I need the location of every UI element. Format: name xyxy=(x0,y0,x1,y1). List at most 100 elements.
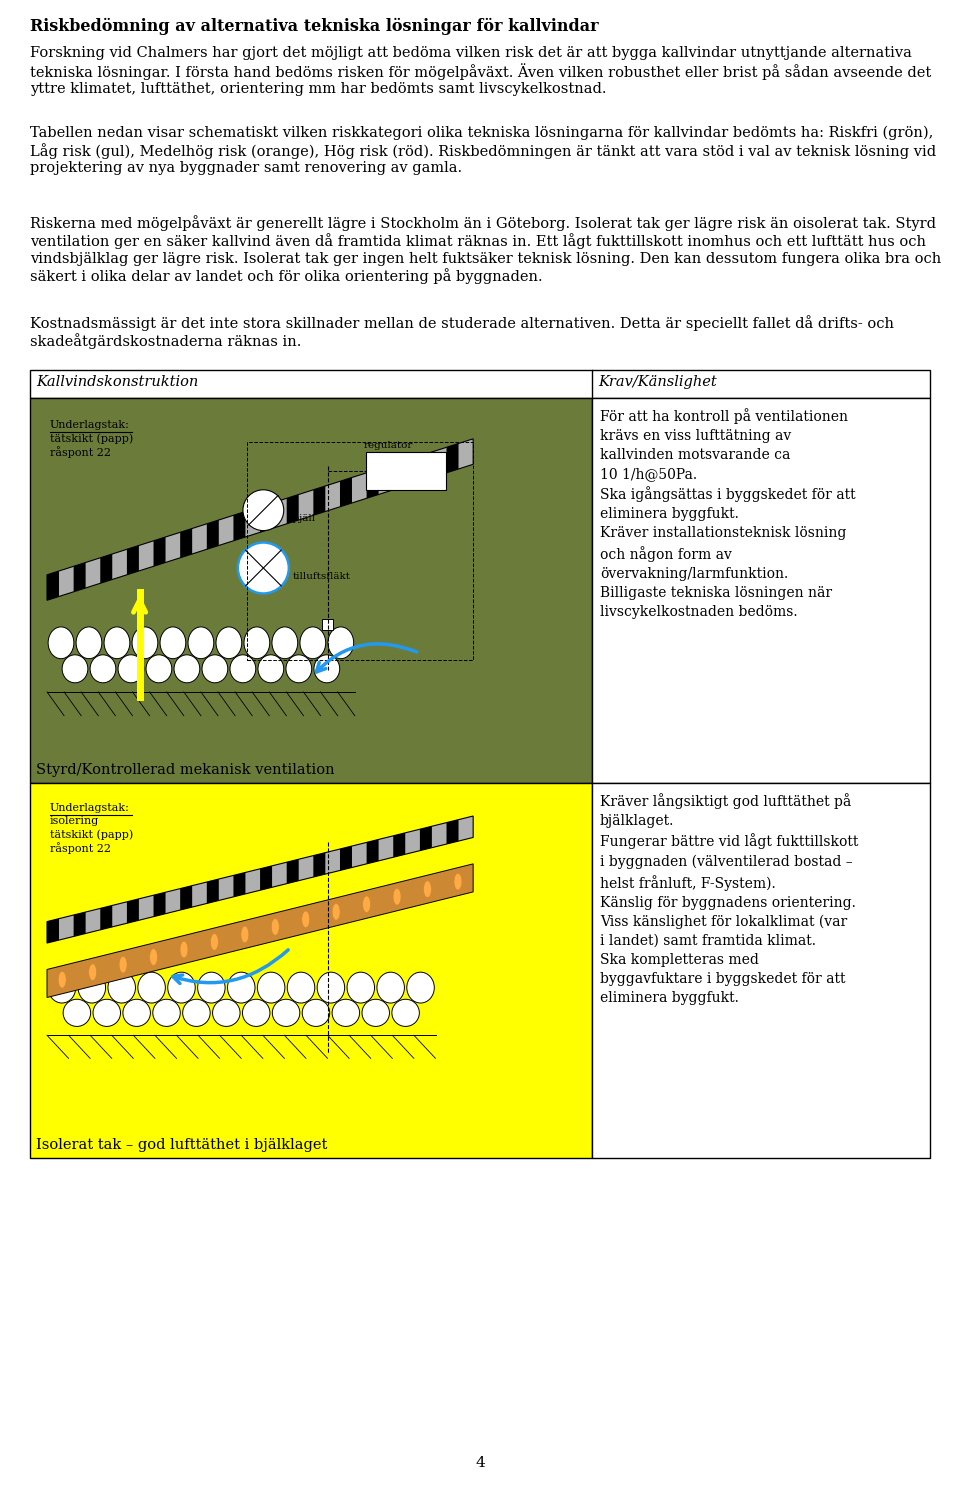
Ellipse shape xyxy=(377,973,404,1003)
Polygon shape xyxy=(420,453,432,481)
Text: 4: 4 xyxy=(475,1456,485,1471)
Polygon shape xyxy=(287,859,299,883)
Ellipse shape xyxy=(243,1000,270,1027)
Polygon shape xyxy=(420,826,432,850)
Bar xyxy=(592,782,930,1159)
Circle shape xyxy=(243,490,284,531)
Text: Riskbedömning av alternativa tekniska lösningar för kallvindar: Riskbedömning av alternativa tekniska lö… xyxy=(30,18,599,34)
Polygon shape xyxy=(180,529,192,558)
Ellipse shape xyxy=(241,926,249,943)
Ellipse shape xyxy=(63,1000,90,1027)
Ellipse shape xyxy=(407,973,434,1003)
Polygon shape xyxy=(206,520,219,549)
Ellipse shape xyxy=(88,964,97,980)
Circle shape xyxy=(238,543,289,594)
Ellipse shape xyxy=(272,627,298,658)
Ellipse shape xyxy=(300,627,325,658)
Text: isolering: isolering xyxy=(50,815,99,826)
Ellipse shape xyxy=(150,949,157,965)
Ellipse shape xyxy=(301,911,310,928)
Ellipse shape xyxy=(212,1000,240,1027)
Bar xyxy=(248,442,473,660)
Polygon shape xyxy=(74,562,85,592)
Text: Underlagstak:: Underlagstak: xyxy=(50,420,130,430)
Polygon shape xyxy=(233,511,246,541)
Bar xyxy=(30,782,592,1159)
Polygon shape xyxy=(313,486,325,516)
Polygon shape xyxy=(154,892,165,917)
Ellipse shape xyxy=(244,627,270,658)
Polygon shape xyxy=(340,478,352,507)
Ellipse shape xyxy=(132,627,157,658)
Ellipse shape xyxy=(62,655,88,684)
Ellipse shape xyxy=(123,1000,151,1027)
Ellipse shape xyxy=(160,627,186,658)
Polygon shape xyxy=(394,460,405,490)
Ellipse shape xyxy=(118,655,144,684)
Text: Tabellen nedan visar schematiskt vilken riskkategori olika tekniska lösningarna : Tabellen nedan visar schematiskt vilken … xyxy=(30,126,936,175)
Polygon shape xyxy=(127,899,139,923)
Polygon shape xyxy=(313,853,325,877)
Ellipse shape xyxy=(48,973,76,1003)
Ellipse shape xyxy=(348,973,374,1003)
Polygon shape xyxy=(127,546,139,574)
Ellipse shape xyxy=(393,889,401,905)
Polygon shape xyxy=(260,866,272,890)
Polygon shape xyxy=(47,863,473,997)
Text: Kräver långsiktigt god lufttäthet på
bjälklaget.
Fungerar bättre vid lågt fuktti: Kräver långsiktigt god lufttäthet på bjä… xyxy=(600,793,858,1004)
Ellipse shape xyxy=(258,655,284,684)
Ellipse shape xyxy=(188,627,214,658)
Polygon shape xyxy=(47,815,473,943)
Ellipse shape xyxy=(328,627,353,658)
Polygon shape xyxy=(47,571,59,600)
Text: råspont 22: råspont 22 xyxy=(50,447,111,457)
Ellipse shape xyxy=(108,973,135,1003)
Polygon shape xyxy=(233,872,246,896)
Polygon shape xyxy=(47,439,473,600)
Ellipse shape xyxy=(230,655,255,684)
Text: Krav/Känslighet: Krav/Känslighet xyxy=(598,375,717,390)
Ellipse shape xyxy=(257,973,285,1003)
Ellipse shape xyxy=(146,655,172,684)
Ellipse shape xyxy=(392,1000,420,1027)
Text: För att ha kontroll på ventilationen
krävs en viss lufttätning av
kallvinden mot: För att ha kontroll på ventilationen krä… xyxy=(600,408,855,619)
Bar xyxy=(30,370,930,399)
Polygon shape xyxy=(394,833,405,857)
Ellipse shape xyxy=(216,627,242,658)
Polygon shape xyxy=(180,886,192,910)
Ellipse shape xyxy=(202,655,228,684)
Text: Riskerna med mögelpåväxt är generellt lägre i Stockholm än i Göteborg. Isolerat : Riskerna med mögelpåväxt är generellt lä… xyxy=(30,214,941,283)
Ellipse shape xyxy=(174,655,200,684)
Polygon shape xyxy=(367,839,378,863)
Ellipse shape xyxy=(59,971,66,988)
Ellipse shape xyxy=(286,655,312,684)
Text: Forskning vid Chalmers har gjort det möjligt att bedöma vilken risk det är att b: Forskning vid Chalmers har gjort det möj… xyxy=(30,46,931,96)
Polygon shape xyxy=(74,911,85,937)
Text: Kallvindskonstruktion: Kallvindskonstruktion xyxy=(36,375,199,390)
Text: tätskikt (papp): tätskikt (papp) xyxy=(50,433,133,444)
Ellipse shape xyxy=(138,973,165,1003)
Polygon shape xyxy=(340,845,352,871)
Text: Kostnadsmässigt är det inte stora skillnader mellan de studerade alternativen. D: Kostnadsmässigt är det inte stora skilln… xyxy=(30,315,894,349)
Ellipse shape xyxy=(423,881,431,898)
Ellipse shape xyxy=(210,934,219,950)
Polygon shape xyxy=(154,537,165,567)
Bar xyxy=(30,399,592,782)
Ellipse shape xyxy=(332,904,340,920)
Text: Isolerat tak – god lufttäthet i bjälklaget: Isolerat tak – god lufttäthet i bjälklag… xyxy=(36,1138,327,1153)
Polygon shape xyxy=(47,919,59,943)
Ellipse shape xyxy=(180,941,188,958)
Ellipse shape xyxy=(272,919,279,935)
Bar xyxy=(592,399,930,782)
Ellipse shape xyxy=(153,1000,180,1027)
Ellipse shape xyxy=(90,655,116,684)
Ellipse shape xyxy=(287,973,315,1003)
Polygon shape xyxy=(446,820,459,844)
Text: Styrd/Kontrollerad mekanisk ventilation: Styrd/Kontrollerad mekanisk ventilation xyxy=(36,763,335,776)
Text: spjäll: spjäll xyxy=(288,514,316,523)
Ellipse shape xyxy=(78,973,106,1003)
Polygon shape xyxy=(206,878,219,904)
Polygon shape xyxy=(446,444,459,472)
Text: råspont 22: råspont 22 xyxy=(50,842,111,854)
Text: Underlagstak:: Underlagstak: xyxy=(50,803,130,812)
